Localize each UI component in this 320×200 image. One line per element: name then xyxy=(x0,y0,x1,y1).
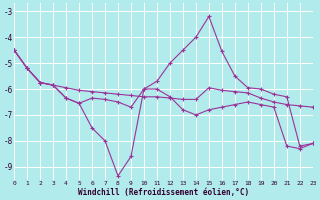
X-axis label: Windchill (Refroidissement éolien,°C): Windchill (Refroidissement éolien,°C) xyxy=(78,188,249,197)
